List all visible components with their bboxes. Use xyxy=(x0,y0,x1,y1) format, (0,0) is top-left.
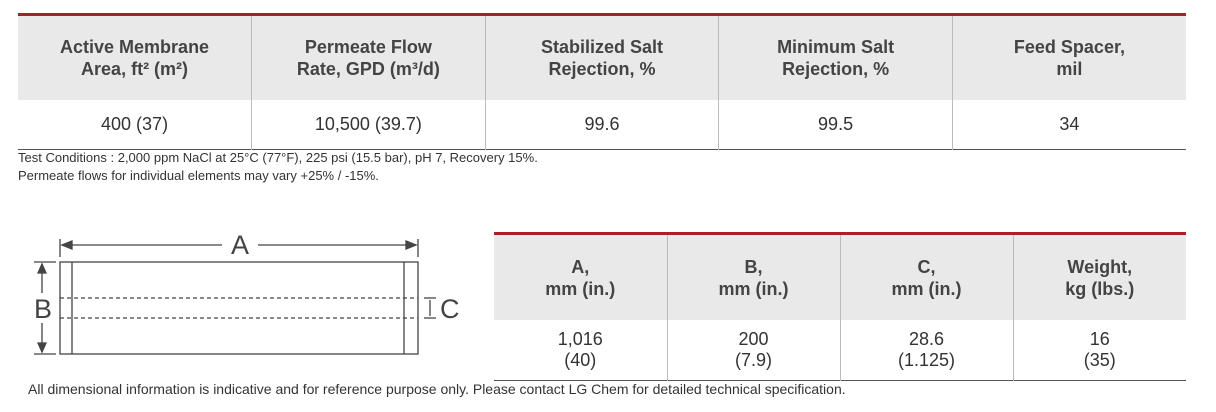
cell-line: Stabilized Salt xyxy=(540,37,663,57)
data-cell: 99.6 xyxy=(484,100,719,150)
cell-line: Rejection, % xyxy=(782,59,890,79)
spec-table: Active Membrane Area, ft² (m²) Permeate Fl… xyxy=(18,13,1186,150)
header-cell: Minimum Salt Rejection, % xyxy=(718,14,953,100)
header-cell: Weight, kg (lbs.) xyxy=(1012,233,1186,320)
element-drawing xyxy=(34,239,436,355)
dim-label: C xyxy=(440,294,460,324)
cell-line: mm (in.) xyxy=(718,278,789,299)
header-cell: A, mm (in.) xyxy=(494,233,667,320)
cell-line: Area, ft² (m²) xyxy=(81,59,189,79)
cell-line: (40) xyxy=(564,350,597,370)
dim-label: A xyxy=(231,230,249,260)
cell-line: mil xyxy=(1056,59,1083,79)
cell-line: (7.9) xyxy=(734,350,772,370)
cell-line: 28.6 xyxy=(908,329,945,349)
header-row: Active Membrane Area, ft² (m²) Permeate Fl… xyxy=(18,14,1186,100)
cell-line: Weight, xyxy=(1067,256,1133,277)
cell-line: kg (lbs.) xyxy=(1065,278,1135,299)
cell-line: Rejection, % xyxy=(548,59,656,79)
header-cell: Feed Spacer, mil xyxy=(951,14,1186,100)
cell-line: mm (in.) xyxy=(891,278,962,299)
dimension-table: A, mm (in.) B, mm (in.) C, mm (in.) Weight, kg … xyxy=(494,232,1186,381)
cell-line: Permeate Flow xyxy=(304,37,432,57)
data-cell: 1,016 (40) xyxy=(494,320,667,381)
header-cell: B, mm (in.) xyxy=(666,233,840,320)
note: Test Conditions : 2,000 ppm NaCl at 25°C… xyxy=(18,150,538,165)
note: Permeate flows for individual elements m… xyxy=(18,168,379,183)
header-cell: Stabilized Salt Rejection, % xyxy=(484,14,719,100)
dim-label: B xyxy=(34,294,52,324)
cell-line: (35) xyxy=(1083,350,1116,370)
data-cell: 28.6 (1.125) xyxy=(839,320,1013,381)
data-cell: 400 (37) xyxy=(101,114,169,134)
header-cell: C, mm (in.) xyxy=(839,233,1013,320)
cell-line: C, xyxy=(917,256,936,277)
cell-line: Active Membrane xyxy=(60,37,210,57)
data-cell: 99.5 xyxy=(718,100,953,150)
cell-line: Feed Spacer, xyxy=(1013,37,1125,57)
data-row: 1,016 (40) 200 (7.9) 28.6 (1.125) 16 (35) xyxy=(494,320,1186,381)
data-row: 400 (37) 10,500 (39.7) 99.6 99.5 34 xyxy=(18,100,1186,150)
cell-line: Minimum Salt xyxy=(777,37,895,57)
cell-line: Rate, GPD (m³/d) xyxy=(296,59,440,79)
cell-line: mm (in.) xyxy=(545,278,616,299)
cell-line: B, xyxy=(744,256,763,277)
data-cell: 200 (7.9) xyxy=(666,320,840,381)
header-cell: Active Membrane Area, ft² (m²) xyxy=(18,14,252,100)
data-cell: 10,500 (39.7) xyxy=(251,100,486,150)
data-cell: 16 (35) xyxy=(1012,320,1186,381)
data-cell: 34 xyxy=(951,100,1186,150)
dimension-diagram: A B C xyxy=(34,230,460,355)
cell-line: A, xyxy=(571,256,590,277)
header-cell: Permeate Flow Rate, GPD (m³/d) xyxy=(251,14,486,100)
footer-note: All dimensional information is indicativ… xyxy=(28,381,846,397)
cell-line: 16 xyxy=(1089,329,1110,349)
cell-line: 1,016 xyxy=(557,329,603,349)
header-row: A, mm (in.) B, mm (in.) C, mm (in.) Weight, kg … xyxy=(494,233,1186,320)
cell-line: 200 xyxy=(738,329,769,349)
cell-line: (1.125) xyxy=(897,350,956,370)
